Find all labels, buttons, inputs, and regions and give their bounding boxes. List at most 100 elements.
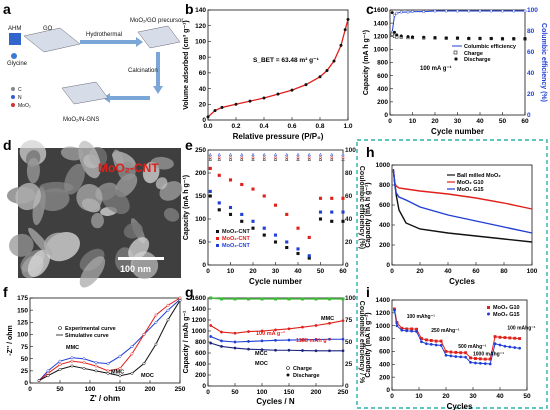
- y-tick-label-h: 600: [379, 202, 390, 209]
- capacity-point-mcc: [301, 338, 304, 342]
- y2-tick-label-e: 80: [345, 170, 353, 177]
- x-tick-label-f: 250: [175, 386, 186, 393]
- legend-label-black: Ball milled MoO₂: [457, 173, 501, 179]
- efficiency-point-black: [330, 157, 334, 161]
- y2-axis-label-g: Coulombic efficiency / %: [358, 301, 365, 384]
- schematic-calcination-label: Calcination: [128, 68, 158, 74]
- rate-point-blue: [474, 361, 477, 365]
- efficiency-point-black: [285, 157, 289, 161]
- charge-point: [390, 32, 394, 36]
- x-tick-label-g: 150: [284, 389, 295, 396]
- y-tick-label-g: 1200: [192, 317, 207, 324]
- rate-point-red: [493, 335, 497, 339]
- capacity-point-blue: [273, 233, 278, 237]
- efficiency-point: [393, 13, 396, 17]
- efficiency-point-black: [217, 157, 221, 161]
- y2-tick-label-e: 0: [345, 262, 349, 269]
- x-tick-label-i: 40: [496, 393, 504, 400]
- rate-point-blue: [410, 329, 414, 333]
- rate-point-blue: [395, 324, 399, 328]
- x-tick-label-g: 250: [338, 389, 349, 396]
- y-tick-label-f: 150: [17, 307, 28, 314]
- y-tick-label-h: 400: [379, 222, 390, 229]
- x-tick-label-h: 80: [500, 268, 508, 275]
- capacity-point-mmc: [314, 324, 318, 327]
- y-tick-label-i: 1200: [376, 310, 391, 317]
- sem-flake: [163, 207, 180, 222]
- panel-letter-e: e: [185, 137, 193, 153]
- y-tick-label-b: 0: [202, 117, 206, 124]
- schematic-ahm-label: AHM: [8, 26, 21, 32]
- rate-point-red: [503, 336, 507, 340]
- nyquist-point-red: [94, 364, 98, 368]
- efficiency-point-blue: [296, 152, 300, 157]
- rate-point-blue: [420, 340, 423, 344]
- y-tick-label-e: 0: [202, 262, 206, 269]
- efficiency-point-black: [296, 157, 300, 161]
- rate-point-blue: [464, 355, 468, 359]
- panel-letter-i: i: [366, 284, 370, 300]
- discharge-point: [500, 36, 505, 41]
- efficiency-point-red: [208, 155, 212, 159]
- capacity-point-mcc: [233, 340, 237, 344]
- discharge-point: [399, 34, 403, 38]
- efficiency-point: [327, 297, 332, 301]
- legend-label-g15: MoO₂ G15: [493, 312, 520, 318]
- capacity-point-blue: [217, 201, 221, 205]
- y-tick-label-g: 400: [195, 361, 206, 368]
- y-tick-label-g: 600: [195, 350, 206, 357]
- efficiency-point: [246, 297, 251, 301]
- y2-tick-label-c: 40: [527, 70, 535, 77]
- capacity-point-blue: [318, 210, 323, 214]
- efficiency-point: [300, 297, 305, 301]
- isotherm-point: [276, 92, 280, 96]
- panel-letter-h: h: [366, 144, 375, 160]
- x-tick-label-h: 0: [390, 268, 394, 275]
- efficiency-point-black: [307, 157, 311, 161]
- efficiency-point: [523, 9, 527, 13]
- x-tick-label-c: 10: [409, 118, 417, 125]
- nyquist-point-black: [82, 366, 86, 370]
- capacity-point-red: [330, 196, 334, 200]
- efficiency-point: [512, 9, 516, 13]
- y-tick-label-e: 150: [195, 193, 206, 200]
- schematic-legend-n: N: [18, 95, 22, 101]
- rate-point-blue: [444, 353, 448, 357]
- y-tick-label-b: 120: [195, 23, 206, 30]
- y-tick-label-i: 200: [379, 374, 390, 381]
- capacity-point-black: [228, 212, 233, 216]
- efficiency-point-blue: [285, 152, 289, 157]
- legend-label-g10: MoO₂ G10: [493, 305, 520, 311]
- sem-flake: [9, 233, 34, 257]
- efficiency-point: [233, 297, 237, 301]
- y2-tick-label-e: 20: [345, 239, 353, 246]
- rate-point-blue: [434, 343, 438, 347]
- efficiency-point-black: [262, 157, 266, 161]
- nyquist-point-blue: [70, 356, 74, 360]
- y2-tick-label-c: 0: [527, 112, 531, 119]
- x-tick-label-e: 40: [294, 268, 302, 275]
- rate-point-blue: [508, 345, 512, 349]
- capacity-point-black: [296, 251, 300, 256]
- rate-point-red: [454, 350, 458, 354]
- x-tick-label-b: 0.6: [287, 123, 296, 130]
- nyquist-point-black: [106, 371, 110, 375]
- efficiency-point-black: [341, 157, 345, 161]
- schematic-hydrothermal-label: Hydrothermal: [86, 32, 122, 38]
- nyquist-point-black: [154, 342, 158, 346]
- legend-label-black: MoO₂-CNT: [222, 229, 250, 235]
- capacity-point-mmc: [341, 319, 345, 323]
- rate-point-red: [498, 335, 502, 339]
- discharge-point: [422, 35, 426, 39]
- y-tick-label-b: 100: [195, 39, 206, 46]
- legend-experimental-label: Experimental curve: [65, 326, 116, 332]
- capacity-point-mcc: [287, 338, 291, 342]
- y-axis-label-g: Capacity / mAh g⁻¹: [183, 310, 190, 373]
- capacity-point-blue: [330, 210, 334, 214]
- rate-point-red: [424, 338, 428, 342]
- legend-charge-label: Charge: [293, 366, 312, 372]
- micrograph-panel: MoO₂-CNT 100 nm: [6, 140, 183, 288]
- x-tick-label-c: 60: [521, 118, 529, 125]
- capacity-point-mcc: [314, 338, 318, 341]
